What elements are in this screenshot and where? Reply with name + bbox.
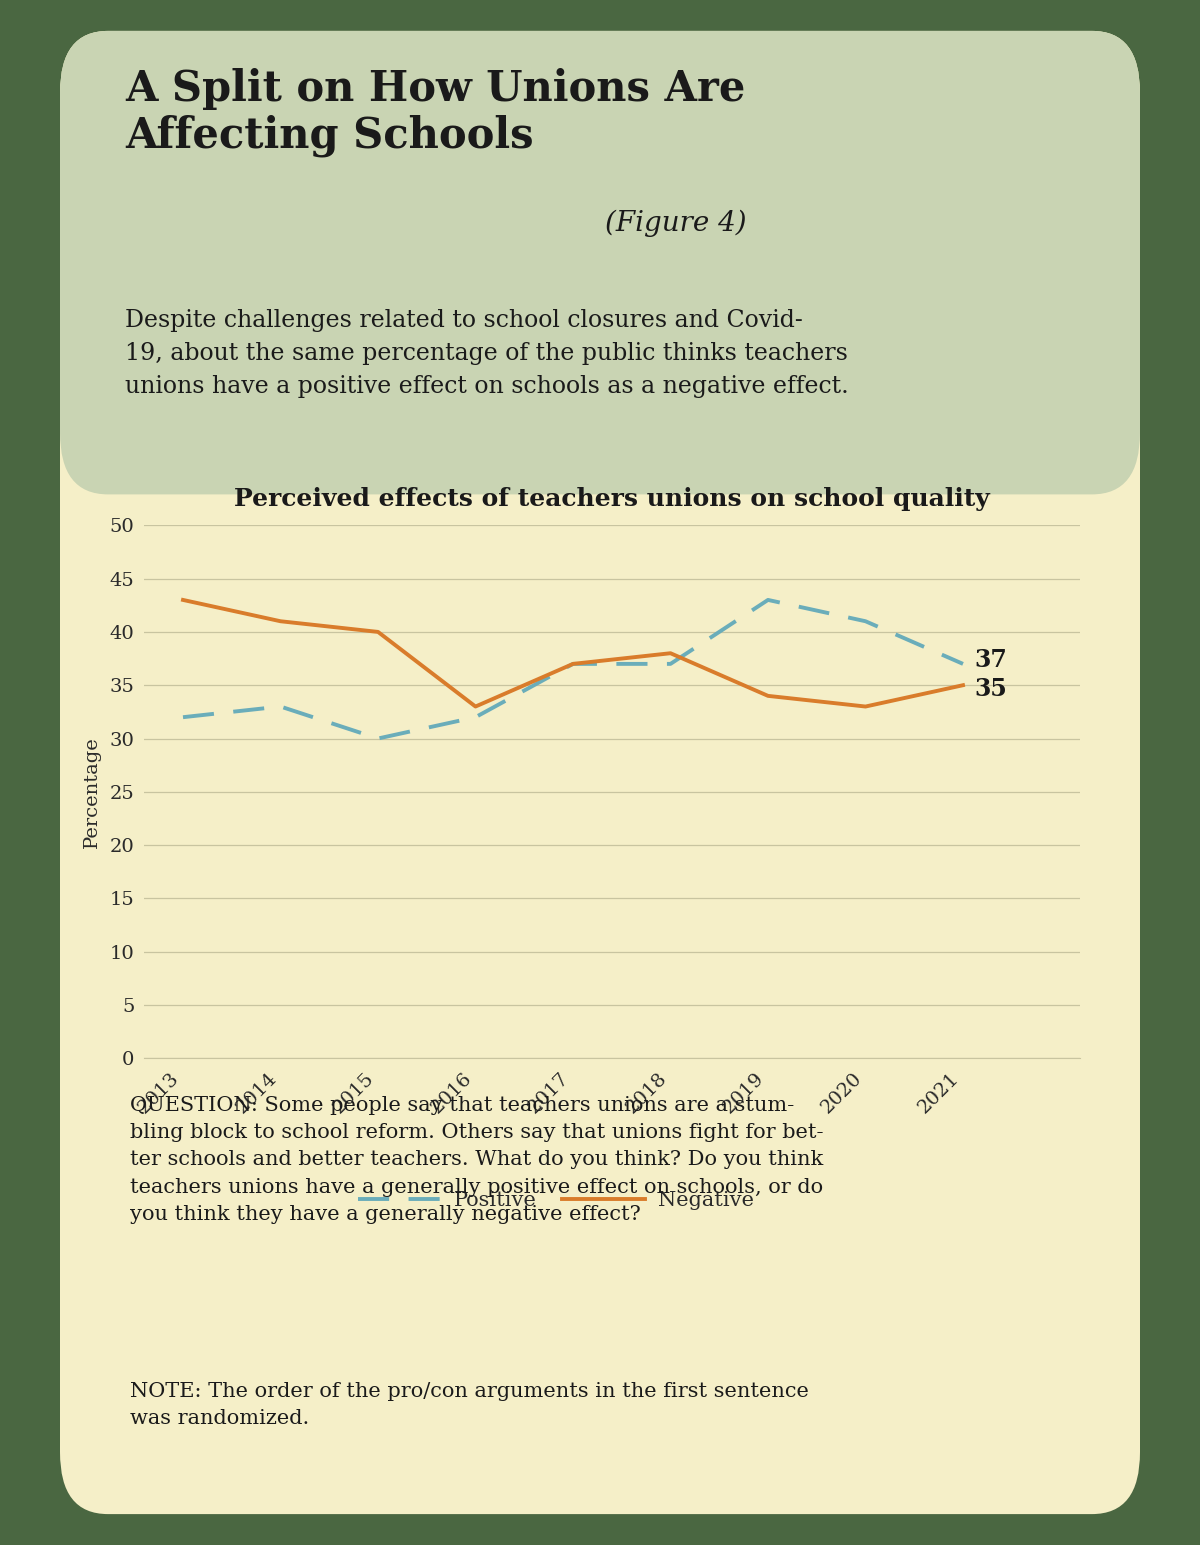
Text: 37: 37: [974, 647, 1007, 672]
Text: QUESTION: Some people say that teachers unions are a stum-
bling block to school: QUESTION: Some people say that teachers …: [130, 1095, 823, 1224]
Text: (Figure 4): (Figure 4): [606, 210, 748, 236]
Text: A Split on How Unions Are
Affecting Schools: A Split on How Unions Are Affecting Scho…: [125, 68, 745, 158]
Legend: Positive, Negative: Positive, Negative: [349, 1183, 762, 1219]
Y-axis label: Percentage: Percentage: [83, 735, 101, 848]
Text: NOTE: The order of the pro/con arguments in the first sentence
was randomized.: NOTE: The order of the pro/con arguments…: [130, 1381, 809, 1428]
Text: 35: 35: [974, 677, 1007, 701]
Text: Despite challenges related to school closures and Covid-
19, about the same perc: Despite challenges related to school clo…: [125, 309, 848, 397]
Title: Perceived effects of teachers unions on school quality: Perceived effects of teachers unions on …: [234, 487, 990, 511]
